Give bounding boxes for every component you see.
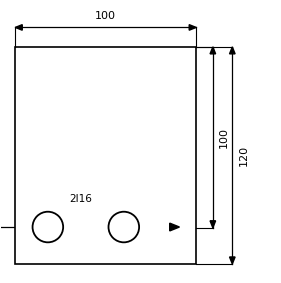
Text: 100: 100 — [219, 127, 229, 148]
Polygon shape — [230, 47, 235, 54]
Text: 120: 120 — [239, 145, 248, 166]
Polygon shape — [189, 25, 196, 30]
Polygon shape — [15, 25, 22, 30]
Polygon shape — [230, 257, 235, 264]
Text: 100: 100 — [95, 11, 116, 21]
Bar — [15, 47, 196, 264]
Circle shape — [33, 212, 63, 242]
Polygon shape — [210, 221, 216, 228]
Text: 2Ⅰ16: 2Ⅰ16 — [69, 194, 92, 204]
Polygon shape — [210, 47, 216, 54]
Circle shape — [108, 212, 139, 242]
Polygon shape — [170, 223, 180, 231]
